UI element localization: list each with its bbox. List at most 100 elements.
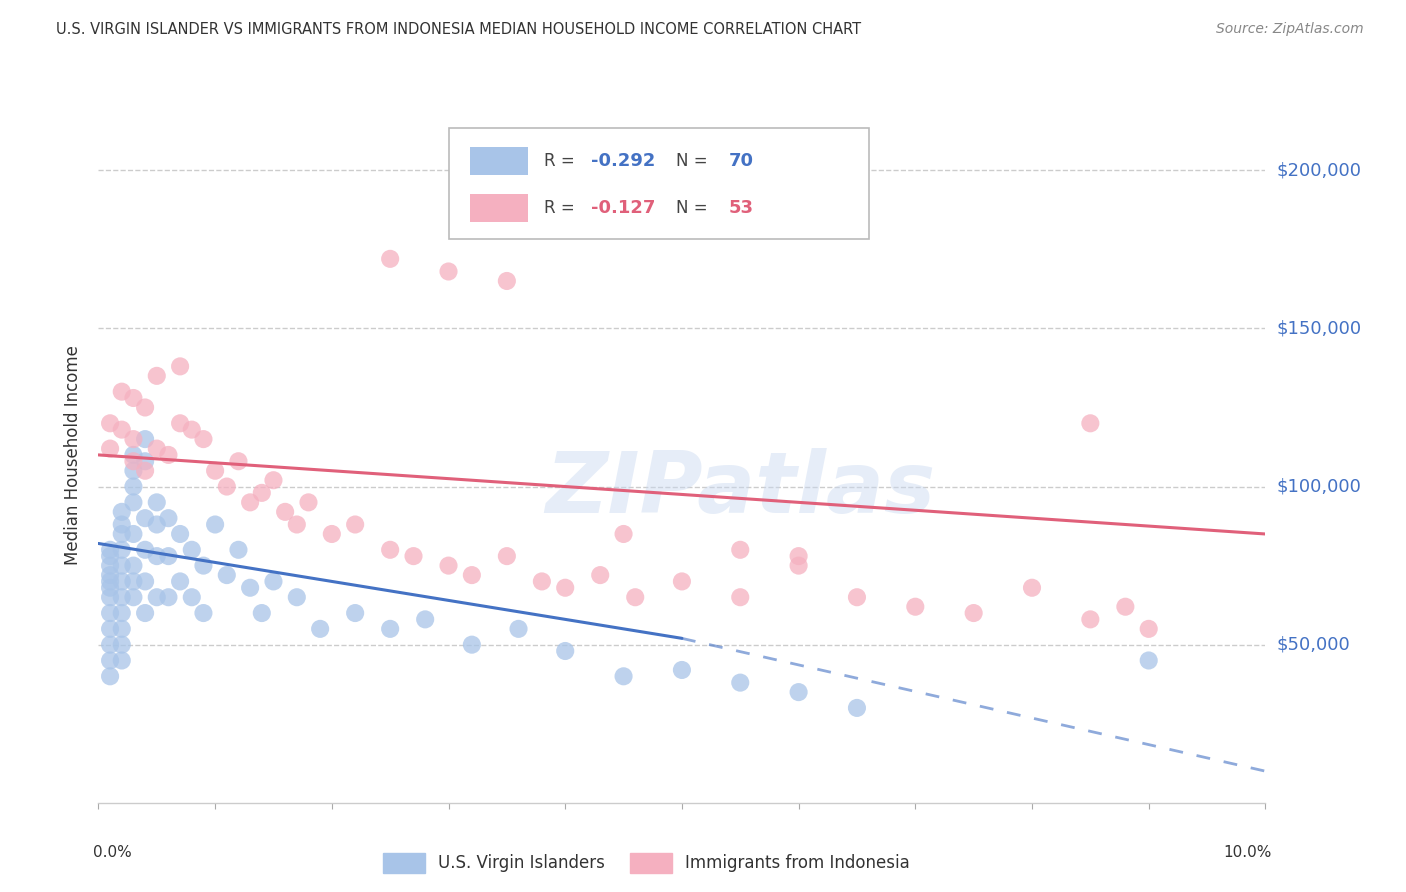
- Text: U.S. VIRGIN ISLANDER VS IMMIGRANTS FROM INDONESIA MEDIAN HOUSEHOLD INCOME CORREL: U.S. VIRGIN ISLANDER VS IMMIGRANTS FROM …: [56, 22, 862, 37]
- Point: [146, 549, 169, 563]
- Point: [1114, 599, 1136, 614]
- Point: [134, 606, 156, 620]
- Point: [98, 542, 121, 557]
- Point: [262, 473, 284, 487]
- Text: R =: R =: [544, 153, 581, 170]
- Text: -0.292: -0.292: [591, 153, 655, 170]
- Point: [344, 517, 367, 532]
- Point: [461, 638, 484, 652]
- Point: [111, 384, 134, 399]
- Point: [122, 391, 145, 405]
- Point: [98, 669, 121, 683]
- Point: [157, 448, 180, 462]
- Point: [624, 591, 647, 605]
- Text: $100,000: $100,000: [1277, 477, 1361, 496]
- Point: [134, 511, 156, 525]
- Point: [180, 591, 202, 605]
- Point: [402, 549, 425, 563]
- Point: [169, 574, 191, 589]
- Point: [98, 638, 121, 652]
- Point: [146, 495, 169, 509]
- Point: [228, 454, 250, 468]
- Point: [146, 442, 169, 456]
- Point: [378, 542, 402, 557]
- FancyBboxPatch shape: [470, 147, 527, 175]
- Point: [122, 448, 145, 462]
- Point: [204, 464, 226, 478]
- Point: [134, 401, 156, 415]
- Point: [321, 527, 343, 541]
- Point: [134, 464, 156, 478]
- Point: [111, 527, 134, 541]
- Point: [146, 517, 169, 532]
- Point: [157, 591, 180, 605]
- Point: [111, 542, 134, 557]
- Point: [554, 644, 576, 658]
- Point: [612, 527, 634, 541]
- Point: [122, 527, 145, 541]
- Point: [728, 591, 751, 605]
- Point: [134, 542, 156, 557]
- Point: [204, 517, 226, 532]
- Point: [378, 252, 402, 266]
- Point: [193, 606, 215, 620]
- Point: [98, 591, 121, 605]
- Point: [508, 622, 530, 636]
- Point: [1080, 417, 1102, 431]
- Text: N =: N =: [676, 199, 707, 217]
- Legend: U.S. Virgin Islanders, Immigrants from Indonesia: U.S. Virgin Islanders, Immigrants from I…: [377, 847, 917, 880]
- Text: 0.0%: 0.0%: [93, 845, 131, 860]
- Point: [962, 606, 984, 620]
- Point: [728, 675, 751, 690]
- Point: [1137, 653, 1160, 667]
- Text: -0.127: -0.127: [591, 199, 655, 217]
- Text: 53: 53: [728, 199, 754, 217]
- Point: [262, 574, 284, 589]
- Point: [111, 638, 134, 652]
- Point: [1021, 581, 1043, 595]
- Point: [122, 454, 145, 468]
- FancyBboxPatch shape: [449, 128, 869, 239]
- Point: [612, 669, 634, 683]
- Point: [787, 558, 810, 573]
- Point: [671, 574, 693, 589]
- Point: [215, 479, 238, 493]
- Point: [1080, 612, 1102, 626]
- Y-axis label: Median Household Income: Median Household Income: [65, 345, 83, 565]
- Point: [98, 442, 121, 456]
- Point: [111, 591, 134, 605]
- Point: [111, 606, 134, 620]
- Point: [111, 517, 134, 532]
- Point: [193, 432, 215, 446]
- Point: [845, 591, 868, 605]
- Point: [122, 479, 145, 493]
- Point: [122, 558, 145, 573]
- Point: [122, 464, 145, 478]
- Point: [122, 591, 145, 605]
- Point: [437, 558, 460, 573]
- Point: [98, 581, 121, 595]
- Point: [309, 622, 332, 636]
- Point: [98, 653, 121, 667]
- Point: [134, 454, 156, 468]
- Point: [250, 606, 273, 620]
- Point: [413, 612, 436, 626]
- Point: [671, 663, 693, 677]
- Point: [122, 574, 145, 589]
- Point: [554, 581, 576, 595]
- Text: ZIPatlas: ZIPatlas: [546, 448, 935, 532]
- Point: [285, 517, 308, 532]
- Point: [157, 549, 180, 563]
- Text: $200,000: $200,000: [1277, 161, 1361, 179]
- Point: [180, 542, 202, 557]
- Point: [98, 606, 121, 620]
- Point: [98, 417, 121, 431]
- Point: [239, 495, 262, 509]
- Point: [1137, 622, 1160, 636]
- Point: [134, 574, 156, 589]
- Point: [134, 432, 156, 446]
- Point: [728, 542, 751, 557]
- Point: [228, 542, 250, 557]
- Point: [98, 622, 121, 636]
- Point: [904, 599, 927, 614]
